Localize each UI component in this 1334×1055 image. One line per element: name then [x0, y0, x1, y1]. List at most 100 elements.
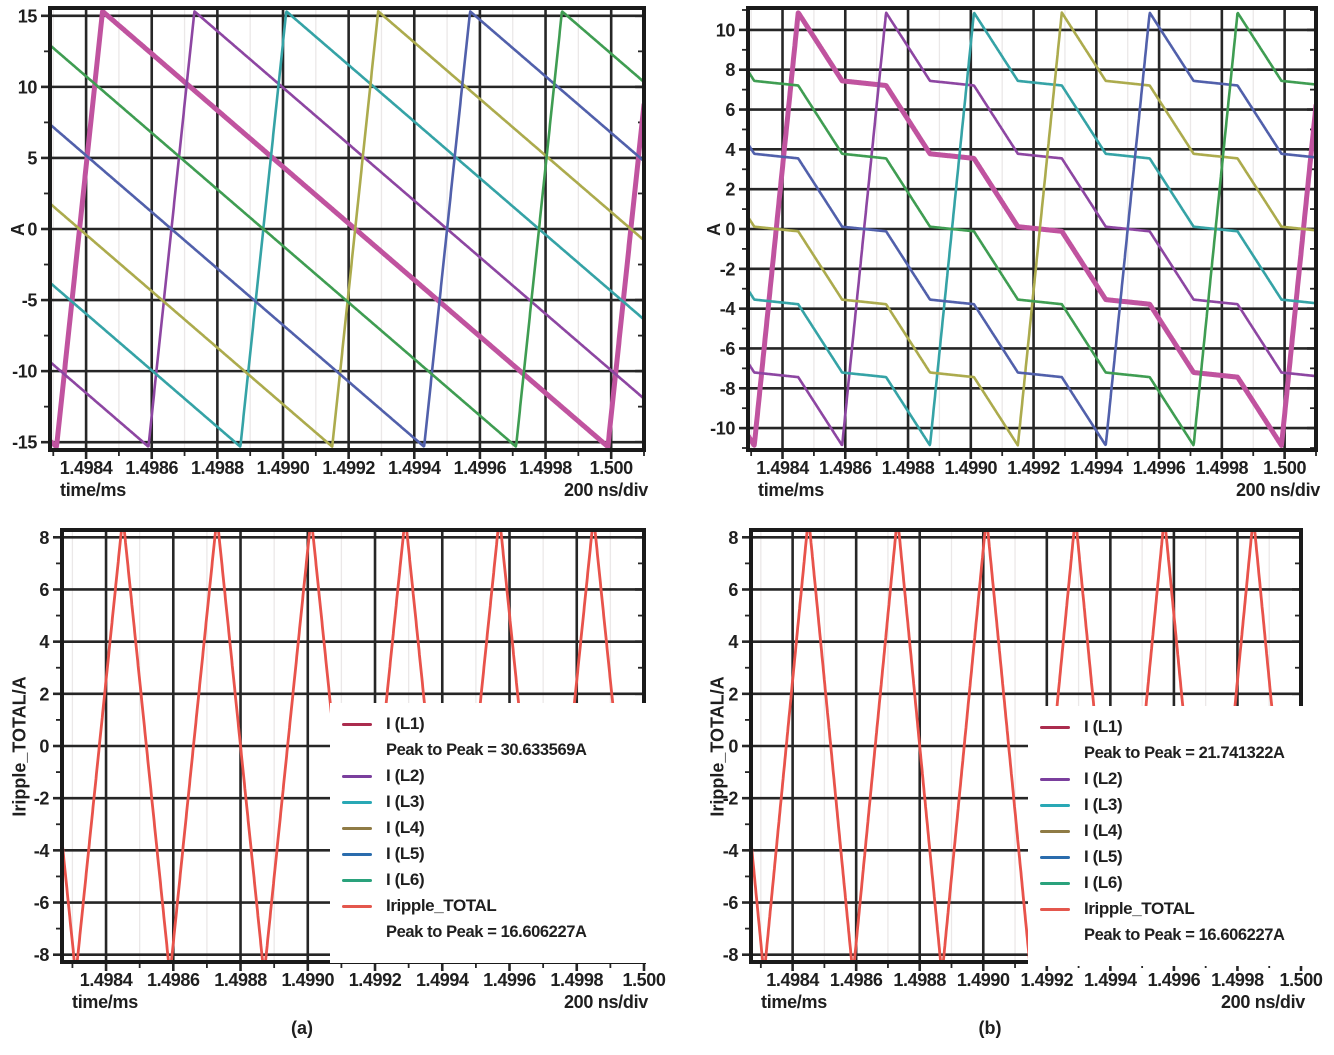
y-tick-label: -2 [34, 789, 50, 809]
x-tick-label: 1.4984 [756, 458, 809, 478]
series-lines [751, 530, 1301, 962]
series-color-swatch [1040, 777, 1070, 781]
legend-item-label: I (L1) [1084, 717, 1123, 736]
x-tick-label: 1.4992 [1007, 458, 1060, 478]
y-tick-label: 2 [728, 684, 738, 704]
series-Iripple_TOTAL [751, 530, 1301, 962]
y-axis-label: Iripple_TOTAL/A [9, 675, 30, 817]
chart-panel-phase-currents-b: 1.4984 1.4986 1.4988 1.4990 1.4992 1.4994 1.49… [670, 0, 1334, 520]
gridlines [41, 8, 645, 459]
total-ripple-plot-a: 1.4984 1.4986 1.4988 1.4990 1.4992 1.4994 1.49… [0, 520, 670, 1055]
legend-item: I (L4) [1040, 818, 1316, 844]
y-tick-label: 6 [725, 100, 735, 120]
legend-item-label: I (L5) [1084, 847, 1123, 866]
x-axis-label: time/ms [72, 992, 138, 1012]
y-axis-label: Iripple_TOTAL/A [707, 675, 728, 817]
x-tick-label: 1.4994 [1084, 970, 1137, 990]
x-tick-label: 1.4998 [519, 458, 572, 478]
series-lines [50, 9, 644, 450]
x-axis-label: time/ms [761, 992, 827, 1012]
y-tick-label: -15 [12, 433, 37, 453]
x-tick-label: 1.500 [1263, 458, 1306, 478]
tick-labels: 1.4984 1.4986 1.4988 1.4990 1.4992 1.4994 1.49… [12, 6, 633, 478]
x-axis-scale-note: 200 ns/div [1235, 480, 1320, 500]
legend-item-label: I (L3) [1084, 795, 1123, 814]
x-tick-label: 1.4984 [80, 970, 133, 990]
series-color-swatch [1040, 907, 1070, 911]
y-tick-label: 4 [725, 140, 735, 160]
subfigure-caption-a: (a) [291, 1018, 313, 1038]
legend-peak-to-peak-value: Peak to Peak = 30.633569A [386, 740, 587, 759]
a-phase-svg: 1.4984 1.4986 1.4988 1.4990 1.4992 1.4994 1.49… [12, 6, 646, 478]
y-tick-label: -6 [720, 339, 736, 359]
legend-peak-to-peak-value: Peak to Peak = 21.741322A [1084, 743, 1285, 762]
x-axis-label: time/ms [60, 480, 126, 500]
x-tick-label: 1.500 [590, 458, 633, 478]
legend-peak-to-peak-value: Peak to Peak = 16.606227A [386, 922, 587, 941]
series-I(L1) [748, 10, 1316, 448]
series-color-swatch [1040, 829, 1070, 833]
y-tick-label: -4 [720, 299, 736, 319]
x-tick-label: 1.4990 [944, 458, 997, 478]
y-tick-label: -8 [723, 945, 739, 965]
x-tick-label: 1.4992 [349, 970, 402, 990]
chart-panel-total-ripple-a: 1.4984 1.4986 1.4988 1.4990 1.4992 1.4994 1.49… [0, 520, 670, 1055]
legend-item: I (L2) [1040, 766, 1316, 792]
y-tick-label: 15 [18, 6, 38, 26]
x-tick-label: 1.4990 [257, 458, 310, 478]
y-tick-label: -4 [723, 841, 739, 861]
series-I(L5) [50, 10, 644, 448]
x-tick-label: 1.4992 [322, 458, 375, 478]
legend-item: Iripple_TOTAL [1040, 896, 1316, 922]
series-I(L6) [748, 11, 1316, 447]
tick-labels: 1.4984 1.4986 1.4988 1.4990 1.4992 1.4994 1.49… [34, 528, 667, 990]
y-tick-label: 5 [27, 148, 37, 168]
gridlines [739, 8, 1317, 459]
series-color-swatch [342, 878, 372, 882]
y-tick-label: 8 [725, 60, 735, 80]
x-tick-label: 1.4994 [1070, 458, 1123, 478]
series-I(L2) [748, 11, 1316, 447]
y-tick-label: 0 [27, 220, 37, 240]
x-tick-label: 1.4990 [281, 970, 334, 990]
y-tick-label: 8 [728, 528, 738, 548]
legend-item-label: I (L6) [1084, 873, 1123, 892]
legend-item-label: Iripple_TOTAL [1084, 899, 1195, 918]
y-tick-label: -10 [710, 419, 735, 439]
x-axis-scale-note: 200 ns/div [563, 992, 648, 1012]
legend-item: I (L6) [342, 867, 648, 893]
legend-item-label: I (L4) [1084, 821, 1123, 840]
x-tick-label: 1.4984 [60, 458, 113, 478]
x-tick-label: 1.4984 [766, 970, 819, 990]
chart-panel-phase-currents-a: 1.4984 1.4986 1.4988 1.4990 1.4992 1.4994 1.49… [0, 0, 670, 520]
y-tick-label: 2 [39, 684, 49, 704]
x-tick-label: 1.500 [1279, 970, 1322, 990]
x-tick-label: 1.4986 [125, 458, 178, 478]
x-tick-label: 1.4986 [830, 970, 883, 990]
chart-panel-total-ripple-b: 1.4984 1.4986 1.4988 1.4990 1.4992 1.4994 1.49… [670, 520, 1334, 1055]
legend: I (L1) Peak to Peak = 30.633569A I (L2) … [330, 703, 652, 963]
x-tick-label: 1.4998 [1211, 970, 1264, 990]
x-tick-label: 1.4994 [416, 970, 469, 990]
tick-labels: 1.4984 1.4986 1.4988 1.4990 1.4992 1.4994 1.49… [710, 20, 1307, 478]
legend-item: I (L1) [1040, 714, 1316, 740]
y-tick-label: -2 [723, 789, 739, 809]
x-tick-label: 1.4990 [957, 970, 1010, 990]
y-tick-label: -8 [720, 379, 736, 399]
legend-item-label: I (L6) [386, 870, 425, 889]
legend-item-label: I (L4) [386, 818, 425, 837]
y-tick-label: -6 [34, 893, 50, 913]
y-tick-label: 8 [39, 528, 49, 548]
series-color-swatch [342, 904, 372, 908]
subfigure-caption-b: (b) [978, 1018, 1002, 1038]
series-color-swatch [342, 774, 372, 778]
x-tick-label: 1.4986 [819, 458, 872, 478]
y-tick-label: 10 [716, 20, 736, 40]
y-tick-label: 4 [39, 632, 49, 652]
tick-labels: 1.4984 1.4986 1.4988 1.4990 1.4992 1.4994 1.49… [723, 528, 1324, 990]
legend-item-label: I (L3) [386, 792, 425, 811]
x-tick-label: 1.4998 [1196, 458, 1249, 478]
x-tick-label: 1.4994 [388, 458, 441, 478]
series-color-swatch [342, 852, 372, 856]
